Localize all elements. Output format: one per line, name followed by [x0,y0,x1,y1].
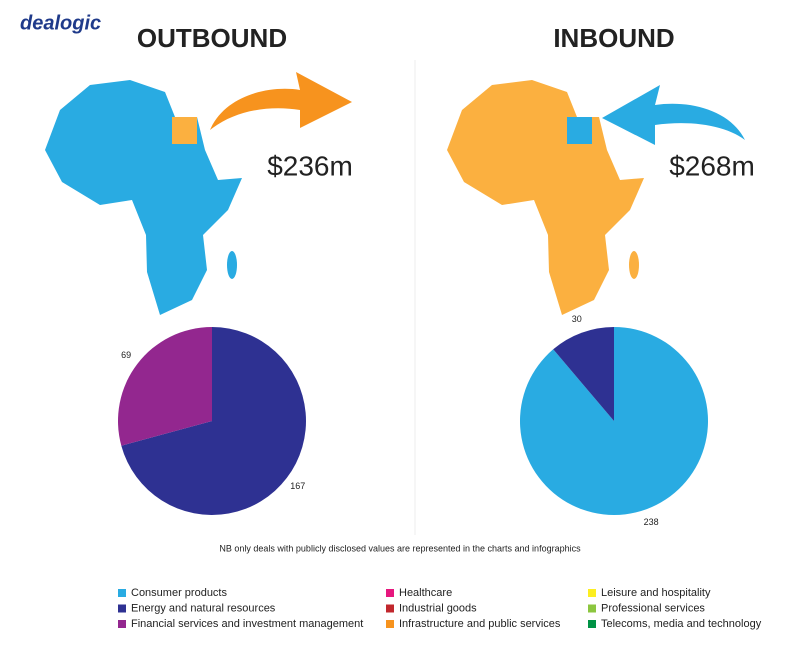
legend-label: Leisure and hospitality [601,587,711,599]
pie-slice [121,327,306,515]
africa-map [45,80,242,315]
chart-title: OUTBOUND [137,23,287,53]
legend-swatch [386,620,394,628]
pie-slice [519,327,708,515]
legend-label: Professional services [601,602,705,614]
inbound-arrow [602,85,745,145]
legend-swatch [118,604,126,613]
slice-label: 238 [644,517,659,527]
slice-label: 167 [290,481,305,491]
legend-swatch [588,604,596,613]
logo: dealogic [20,12,101,34]
legend-swatch [588,589,596,597]
legend-label: Telecoms, media and technology [601,618,762,630]
legend-swatch [386,604,394,613]
outbound-arrow [210,72,352,130]
legend-label: Industrial goods [399,602,477,614]
slice-label: 30 [572,314,582,324]
legend-swatch [386,589,394,597]
note: NB only deals with publicly disclosed va… [219,543,581,553]
legend-label: Financial services and investment manage… [131,618,363,630]
legend-label: Consumer products [131,587,227,599]
total-value: $268m [669,150,755,181]
legend-swatch [118,589,126,597]
legend-swatch [118,620,126,628]
chart-title: INBOUND [553,23,674,53]
legend-label: Healthcare [399,587,452,599]
slice-label: 69 [121,350,131,360]
legend-swatch [588,620,596,628]
total-value: $236m [267,150,353,181]
africa-map [447,80,644,315]
pie-slice [118,327,212,446]
legend-label: Infrastructure and public services [399,618,561,630]
pie-slice [553,327,614,421]
legend-label: Energy and natural resources [131,602,276,614]
